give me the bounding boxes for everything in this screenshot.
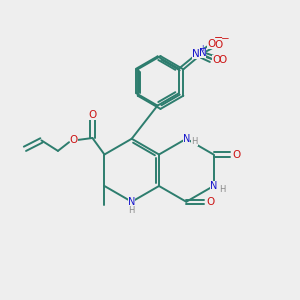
Text: O: O	[218, 55, 226, 65]
Text: O: O	[214, 40, 222, 50]
Text: N: N	[183, 134, 190, 144]
Text: O: O	[206, 197, 214, 207]
Text: −: −	[221, 34, 230, 44]
Text: O: O	[212, 55, 220, 65]
Text: N: N	[199, 48, 206, 58]
Text: N: N	[128, 197, 135, 207]
Text: N: N	[210, 181, 217, 191]
Text: N: N	[192, 49, 200, 59]
Text: O: O	[70, 135, 78, 145]
Text: O: O	[232, 149, 240, 160]
Text: O: O	[207, 39, 215, 49]
Text: O: O	[88, 110, 97, 120]
Text: H: H	[219, 184, 225, 194]
Text: −: −	[214, 33, 224, 43]
Text: +: +	[200, 44, 206, 53]
Text: +: +	[206, 44, 212, 50]
Text: H: H	[191, 137, 198, 146]
Text: H: H	[128, 206, 134, 215]
